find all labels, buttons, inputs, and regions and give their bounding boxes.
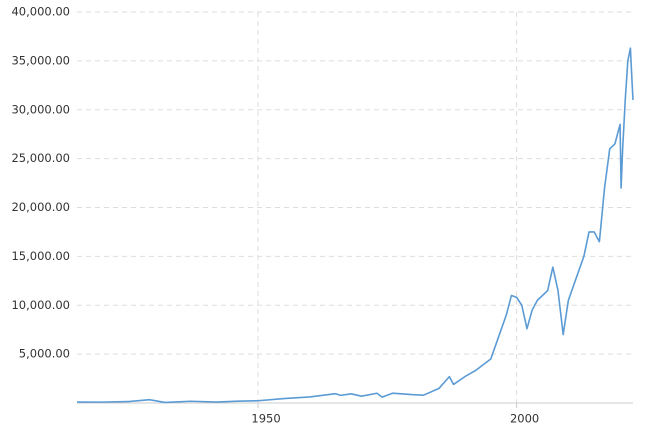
x-tick-label: 2000 — [510, 412, 539, 425]
y-tick-label: 15,000.00 — [11, 249, 70, 263]
y-tick-label: 25,000.00 — [11, 151, 70, 165]
y-tick-label: 20,000.00 — [11, 200, 70, 214]
y-tick-label: 40,000.00 — [11, 5, 70, 19]
y-tick-label: 35,000.00 — [11, 53, 70, 67]
y-tick-label: 10,000.00 — [11, 298, 70, 312]
y-tick-label: 5,000.00 — [19, 347, 70, 361]
line — [76, 47, 634, 404]
y-tick-label: 30,000.00 — [11, 102, 70, 116]
x-tick-label: 1950 — [251, 412, 280, 425]
